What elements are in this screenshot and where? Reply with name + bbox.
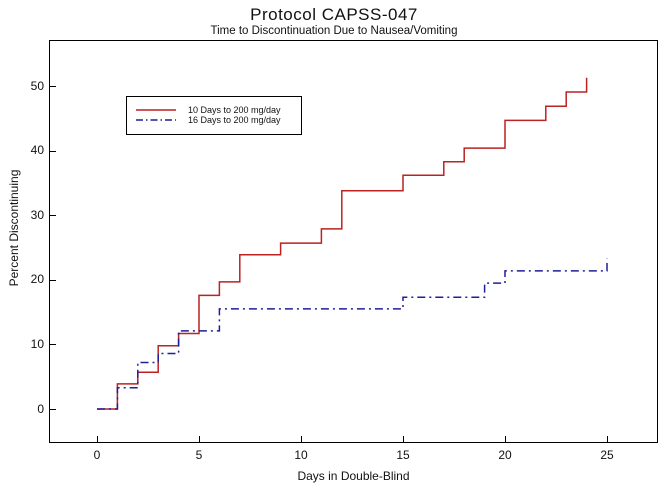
- legend-sample-line-dashdot: [136, 119, 176, 121]
- legend-label: 16 Days to 200 mg/day: [188, 115, 281, 125]
- x-axis-title: Days in Double-Blind: [297, 469, 410, 483]
- x-tick-label: 0: [93, 448, 101, 462]
- x-tick-label: 15: [396, 448, 410, 462]
- y-axis-title: Percent Discontinuing: [7, 169, 21, 287]
- chart-title: Protocol CAPSS-047: [250, 5, 418, 24]
- plot-frame: [49, 40, 658, 443]
- legend-row: 16 Days to 200 mg/day: [136, 115, 281, 125]
- y-tick-label: 50: [30, 78, 44, 93]
- series-line-1: [97, 258, 608, 410]
- y-tick-label: 20: [30, 272, 44, 287]
- x-tick-label: 25: [600, 448, 614, 462]
- legend: 10 Days to 200 mg/day 16 Days to 200 mg/…: [126, 96, 302, 135]
- y-tick-label: 30: [30, 207, 44, 222]
- x-tick-label: 5: [195, 448, 203, 462]
- legend-row: 10 Days to 200 mg/day: [136, 105, 281, 115]
- legend-sample-line-solid: [136, 109, 176, 111]
- x-tick-label: 10: [294, 448, 308, 462]
- legend-label: 10 Days to 200 mg/day: [188, 105, 281, 115]
- y-tick-label: 10: [30, 336, 44, 351]
- y-tick-label: 40: [30, 143, 44, 158]
- y-tick-label: 0: [37, 401, 44, 416]
- chart-subtitle: Time to Discontinuation Due to Nausea/Vo…: [210, 25, 458, 37]
- x-tick-label: 20: [498, 448, 512, 462]
